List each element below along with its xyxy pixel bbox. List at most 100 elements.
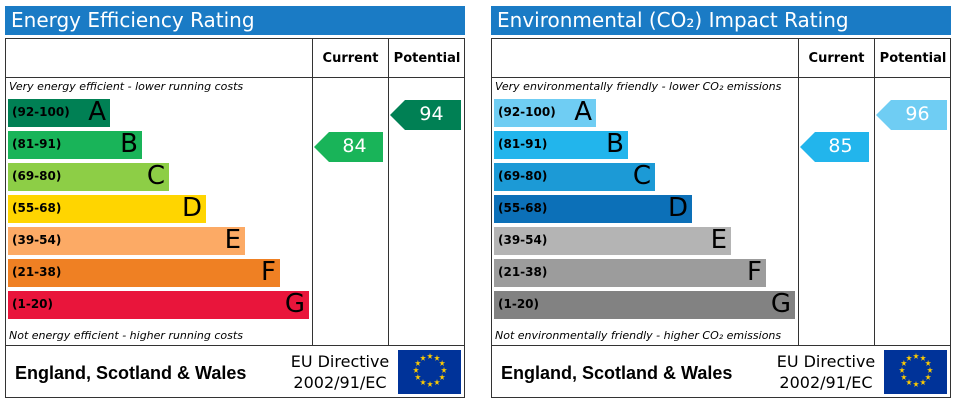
eu-star: [414, 360, 421, 366]
eu-star: [920, 379, 926, 386]
band-range: (92-100): [498, 105, 556, 119]
eu-star: [413, 367, 419, 373]
rating-band: (92-100) A: [494, 97, 596, 127]
eu-star: [900, 360, 907, 366]
top-note: Very environmentally friendly - lower CO…: [495, 80, 782, 93]
column-divider: [798, 38, 799, 346]
band-range: (55-68): [12, 201, 62, 215]
rating-band: (81-91) B: [494, 129, 628, 159]
current-header: Current: [322, 51, 379, 66]
rating-band: (69-80) C: [494, 161, 655, 191]
band-range: (21-38): [12, 265, 62, 279]
band-letter: C: [146, 161, 165, 191]
band-letter: G: [770, 289, 791, 319]
potential-arrow: 96: [876, 100, 947, 130]
column-divider: [874, 38, 875, 346]
current-header: Current: [808, 51, 865, 66]
band-range: (39-54): [498, 233, 548, 247]
footer-region: England, Scotland & Wales: [15, 363, 247, 383]
rating-band: (55-68) D: [494, 193, 692, 223]
rating-band: (39-54) E: [494, 225, 731, 255]
band-range: (81-91): [12, 137, 62, 151]
column-divider: [312, 38, 313, 346]
eu-star: [925, 374, 932, 380]
band-letter: A: [574, 97, 592, 127]
bottom-note: Not environmentally friendly - higher CO…: [495, 329, 782, 342]
rating-band: (1-20) G: [8, 289, 309, 319]
eu-flag: [884, 350, 947, 394]
band-letter: B: [606, 129, 624, 159]
rating-band: (39-54) E: [8, 225, 245, 255]
rating-band: (1-20) G: [494, 289, 795, 319]
eu-flag: [398, 350, 461, 394]
eu-star: [927, 367, 933, 373]
rating-band: (81-91) B: [8, 129, 142, 159]
current-arrow: 84: [314, 132, 383, 162]
panel-title: Environmental (CO₂) Impact Rating: [497, 8, 849, 32]
directive-line-1: EU Directive: [290, 352, 390, 371]
current-value: 85: [828, 135, 853, 157]
title-bar: Environmental (CO₂) Impact Rating: [491, 6, 951, 35]
band-range: (81-91): [498, 137, 548, 151]
eu-star: [925, 360, 932, 366]
potential-header: Potential: [879, 51, 947, 66]
potential-header: Potential: [393, 51, 461, 66]
footer-divider: [491, 345, 951, 346]
band-letter: G: [284, 289, 305, 319]
band-range: (1-20): [498, 297, 539, 311]
eu-star: [900, 374, 907, 380]
eu-star: [441, 367, 447, 373]
eu-star: [427, 381, 433, 387]
eu-star: [420, 354, 426, 361]
eu-star: [434, 354, 440, 361]
title-bar: Energy Efficiency Rating: [5, 6, 465, 35]
eu-star: [439, 374, 446, 380]
current-arrow: 85: [800, 132, 869, 162]
eu-star: [420, 379, 426, 386]
band-letter: F: [747, 257, 762, 287]
band-range: (39-54): [12, 233, 62, 247]
column-divider: [388, 38, 389, 346]
band-letter: E: [224, 225, 241, 255]
band-letter: D: [181, 193, 202, 223]
bottom-note: Not energy efficient - higher running co…: [9, 329, 243, 342]
band-letter: D: [667, 193, 688, 223]
directive-line-1: EU Directive: [776, 352, 876, 371]
eu-star: [906, 354, 912, 361]
band-range: (69-80): [12, 169, 62, 183]
rating-band: (92-100) A: [8, 97, 110, 127]
directive-line-2: 2002/91/EC: [779, 373, 873, 392]
band-letter: F: [261, 257, 276, 287]
current-value: 84: [342, 135, 367, 157]
rating-band: (55-68) D: [8, 193, 206, 223]
footer-divider: [5, 345, 465, 346]
header-divider: [491, 77, 951, 78]
panel-title: Energy Efficiency Rating: [11, 8, 255, 32]
rating-band: (21-38) F: [8, 257, 280, 287]
band-range: (55-68): [498, 201, 548, 215]
band-range: (1-20): [12, 297, 53, 311]
eu-star: [899, 367, 905, 373]
potential-value: 94: [419, 103, 444, 125]
band-letter: C: [632, 161, 651, 191]
panel-frame: [5, 38, 465, 398]
directive-line-2: 2002/91/EC: [293, 373, 387, 392]
band-range: (21-38): [498, 265, 548, 279]
eu-star: [906, 379, 912, 386]
band-range: (92-100): [12, 105, 70, 119]
band-letter: B: [120, 129, 138, 159]
band-letter: A: [88, 97, 106, 127]
potential-arrow: 94: [390, 100, 461, 130]
eu-star: [913, 353, 919, 359]
band-letter: E: [710, 225, 727, 255]
eu-star: [913, 381, 919, 387]
rating-band: (21-38) F: [494, 257, 766, 287]
eu-star: [920, 354, 926, 361]
top-note: Very energy efficient - lower running co…: [9, 80, 244, 93]
panel-frame: [491, 38, 951, 398]
potential-value: 96: [905, 103, 930, 125]
eu-star: [439, 360, 446, 366]
eu-star: [427, 353, 433, 359]
eu-star: [414, 374, 421, 380]
